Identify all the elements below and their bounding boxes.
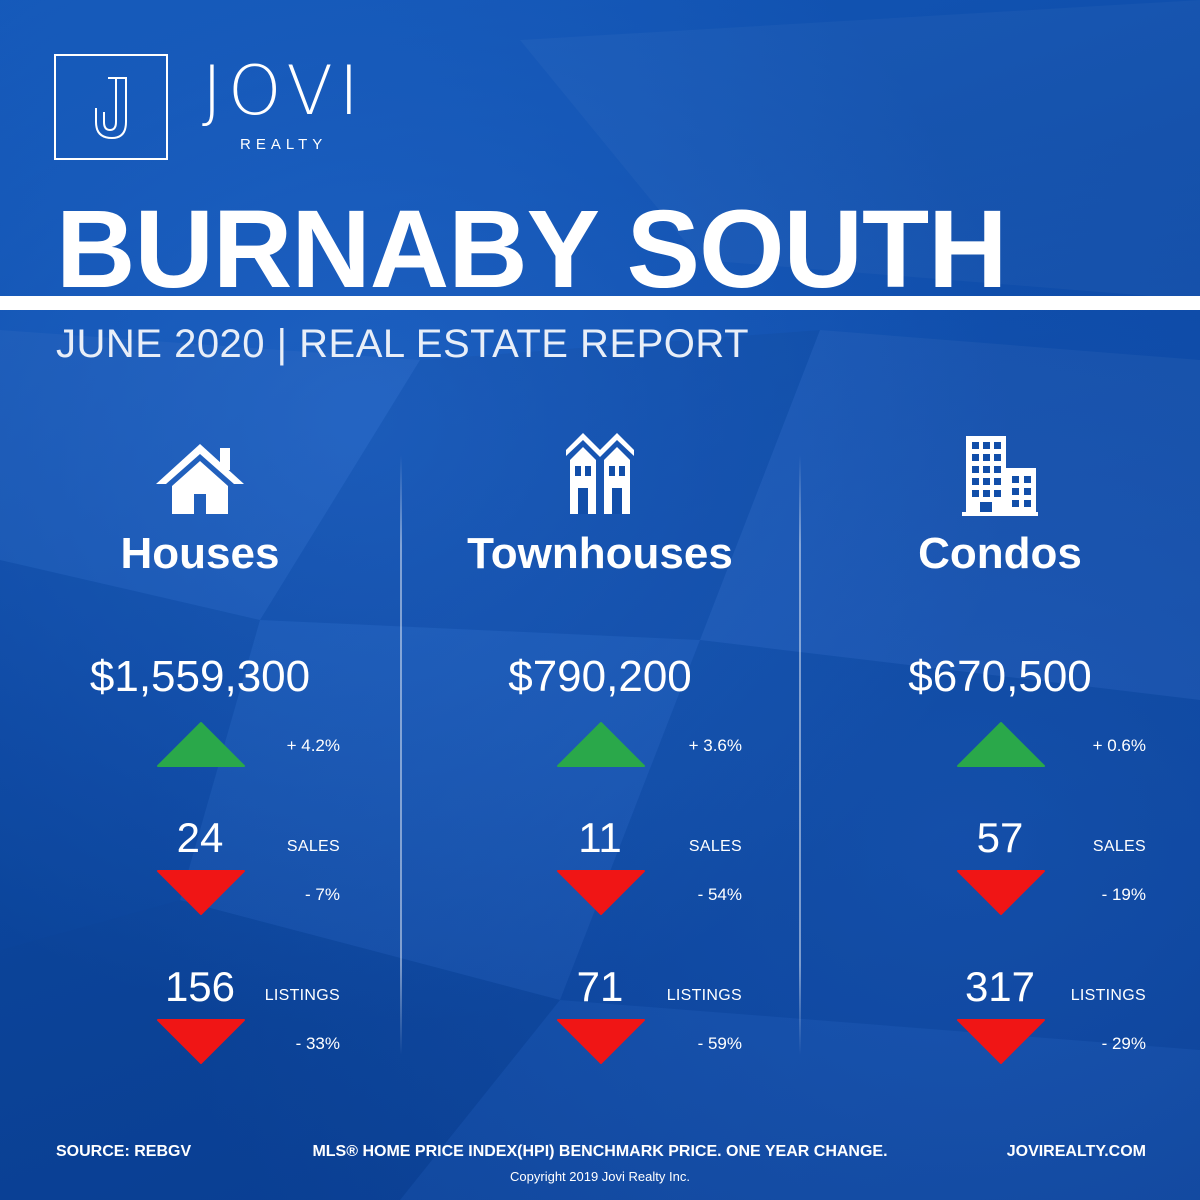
methodology-note: MLS® HOME PRICE INDEX(HPI) BENCHMARK PRI… (312, 1143, 888, 1160)
website-link[interactable]: JOVIREALTY.COM (1006, 1143, 1146, 1160)
listings-label: LISTINGS (1070, 987, 1146, 1004)
column-divider (799, 455, 801, 1055)
logo-j-icon (95, 77, 127, 140)
category-name: Townhouses (467, 529, 733, 578)
sales-label: SALES (1092, 838, 1146, 855)
down-arrow-icon (956, 869, 1046, 917)
sales-count: 24 (176, 814, 224, 861)
listings-label: LISTINGS (666, 987, 742, 1004)
condo-building-icon (800, 430, 1200, 520)
listings-change: - 29% (1101, 1034, 1146, 1053)
logo-mark (54, 54, 168, 160)
sales-label: SALES (286, 838, 340, 855)
down-arrow-icon (556, 869, 646, 917)
listings-change: - 59% (697, 1034, 742, 1053)
listings-count: 71 (576, 963, 624, 1010)
category-name: Condos (918, 529, 1082, 578)
up-arrow-icon (956, 720, 1046, 768)
column-houses: Houses $1,559,300 + 4.2% 24 SALES - 7% 1… (0, 0, 400, 1200)
column-townhouses: Townhouses $790,200 + 3.6% 11 SALES - 54… (400, 0, 800, 1200)
price-change: + 0.6% (1092, 736, 1146, 755)
page-title: BURNABY SOUTH (56, 188, 1008, 311)
sales-change: - 54% (697, 885, 742, 904)
sales-label: SALES (688, 838, 742, 855)
benchmark-price: $790,200 (508, 652, 692, 701)
title-underline (0, 296, 1200, 310)
price-change: + 3.6% (688, 736, 742, 755)
brand-subtitle: REALTY (240, 136, 328, 153)
townhouse-icon (400, 430, 800, 520)
down-arrow-icon (956, 1018, 1046, 1066)
listings-count: 317 (964, 963, 1036, 1010)
column-condos: Condos $670,500 + 0.6% 57 SALES - 19% 31… (800, 0, 1200, 1200)
listings-label: LISTINGS (264, 987, 340, 1004)
column-divider (400, 455, 402, 1055)
up-arrow-icon (156, 720, 246, 768)
price-change: + 4.2% (286, 736, 340, 755)
copyright: Copyright 2019 Jovi Realty Inc. (510, 1169, 690, 1184)
category-name: Houses (120, 529, 280, 578)
listings-change: - 33% (295, 1034, 340, 1053)
listings-count: 156 (164, 963, 236, 1010)
down-arrow-icon (556, 1018, 646, 1066)
down-arrow-icon (156, 869, 246, 917)
sales-count: 57 (976, 814, 1024, 861)
report-subtitle: JUNE 2020 | REAL ESTATE REPORT (56, 322, 750, 366)
sales-change: - 19% (1101, 885, 1146, 904)
source-note: SOURCE: REBGV (56, 1143, 192, 1160)
house-icon (0, 430, 400, 520)
benchmark-price: $1,559,300 (89, 652, 311, 701)
up-arrow-icon (556, 720, 646, 768)
down-arrow-icon (156, 1018, 246, 1066)
brand-name: JOVI (202, 52, 365, 131)
sales-change: - 7% (305, 885, 340, 904)
sales-count: 11 (578, 814, 622, 861)
benchmark-price: $670,500 (908, 652, 1092, 701)
